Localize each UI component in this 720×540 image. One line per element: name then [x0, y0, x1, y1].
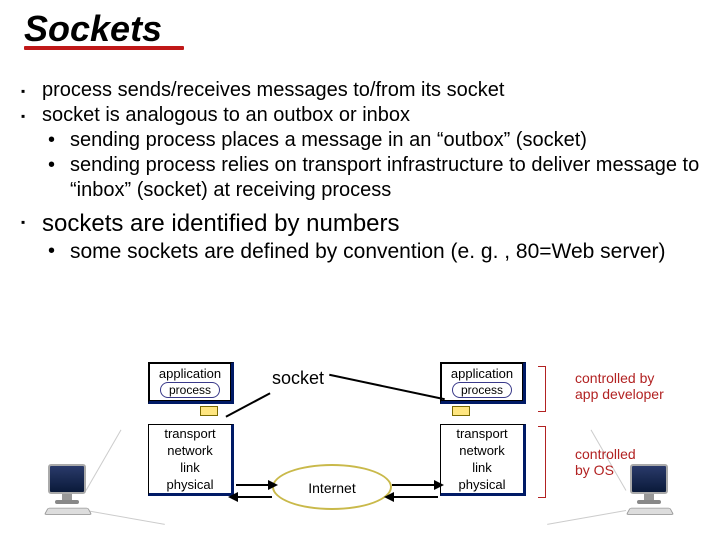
sub-1: sending process places a message in an “… — [18, 128, 708, 153]
title-area: Sockets — [24, 8, 184, 50]
arrow-r-head-l — [384, 492, 394, 502]
brace-bottom — [538, 426, 546, 498]
right-app-layer: application process — [441, 363, 523, 401]
internet-label: Internet — [308, 480, 355, 496]
beam-right-b — [547, 510, 626, 525]
right-stack: application process — [440, 362, 526, 404]
left-lower-stack: transport network link physical — [148, 424, 234, 496]
arrow-cloud-to-l — [236, 496, 272, 498]
bullet-3: sockets are identified by numbers — [18, 209, 708, 239]
arrow-l-head-r — [268, 480, 278, 490]
note-app-developer: controlled by app developer — [575, 370, 664, 402]
arrow-l-to-cloud — [236, 484, 272, 486]
left-socket-port — [200, 406, 218, 416]
sub-2: sending process relies on transport infr… — [18, 153, 708, 203]
left-app-layer: application process — [149, 363, 231, 401]
bullet-list: process sends/receives messages to/from … — [18, 78, 708, 265]
left-physical: physical — [149, 476, 231, 493]
arrow-r-head-r — [434, 480, 444, 490]
bullet-1: process sends/receives messages to/from … — [18, 78, 708, 103]
left-link: link — [149, 459, 231, 476]
right-process-label: process — [452, 382, 512, 398]
arrow-r-to-cloud — [392, 496, 438, 498]
right-lower-stack: transport network link physical — [440, 424, 526, 496]
arrow-cloud-to-r — [392, 484, 438, 486]
left-process-label: process — [160, 382, 220, 398]
right-application-label: application — [442, 366, 522, 381]
beam-left-b — [86, 510, 165, 525]
left-stack: application process — [148, 362, 234, 404]
bullet-2: socket is analogous to an outbox or inbo… — [18, 103, 708, 128]
left-transport: transport — [149, 425, 231, 442]
computer-left-icon — [40, 464, 96, 516]
computer-right-icon — [622, 464, 678, 516]
left-application-label: application — [150, 366, 230, 381]
right-socket-port — [452, 406, 470, 416]
left-network: network — [149, 442, 231, 459]
page-title: Sockets — [24, 8, 184, 50]
right-transport: transport — [441, 425, 523, 442]
internet-cloud: Internet — [272, 464, 392, 510]
diagram: application process transport network li… — [0, 354, 720, 540]
right-physical: physical — [441, 476, 523, 493]
arrow-l-head-l — [228, 492, 238, 502]
brace-top — [538, 366, 546, 412]
right-link: link — [441, 459, 523, 476]
socket-label: socket — [272, 368, 324, 389]
sub-3: some sockets are defined by convention (… — [18, 239, 708, 265]
right-network: network — [441, 442, 523, 459]
socket-pointer-right — [329, 374, 445, 400]
